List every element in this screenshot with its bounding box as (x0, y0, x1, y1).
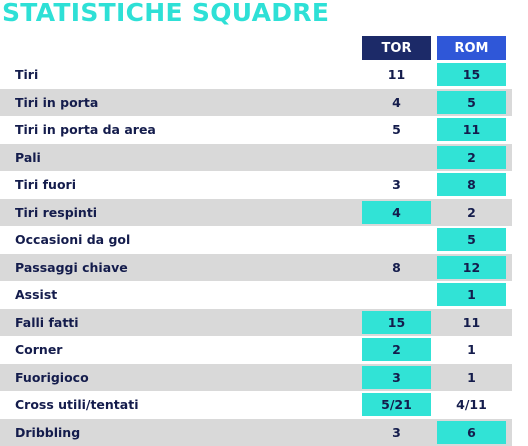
team-header-rom: ROM (437, 36, 506, 60)
stat-label: Tiri respinti (15, 199, 97, 227)
stat-value-tor: 5/21 (362, 393, 431, 416)
stat-label: Passaggi chiave (15, 254, 128, 282)
stat-value-tor: 3 (362, 421, 431, 444)
stat-label: Tiri in porta da area (15, 116, 156, 144)
stat-value-rom: 12 (437, 256, 506, 279)
page-title: STATISTICHE SQUADRE (2, 0, 329, 27)
stat-row: Falli fatti 15 11 (0, 309, 512, 337)
stat-value-rom: 5 (437, 228, 506, 251)
stat-value-tor: 4 (362, 91, 431, 114)
stat-row: Assist 1 (0, 281, 512, 309)
stat-value-rom: 1 (437, 338, 506, 361)
stat-value-rom: 11 (437, 311, 506, 334)
stat-value-tor: 2 (362, 338, 431, 361)
stat-label: Fuorigioco (15, 364, 89, 392)
stat-label: Dribbling (15, 419, 80, 446)
stat-value-rom: 1 (437, 283, 506, 306)
stat-label: Corner (15, 336, 62, 364)
team-header-tor: TOR (362, 36, 431, 60)
stat-value-rom: 1 (437, 366, 506, 389)
stat-value-rom: 6 (437, 421, 506, 444)
stat-row: Cross utili/tentati 5/21 4/11 (0, 391, 512, 419)
stat-label: Pali (15, 144, 41, 172)
stat-row: Tiri 11 15 (0, 61, 512, 89)
stat-value-tor: 4 (362, 201, 431, 224)
stat-value-tor: 11 (362, 63, 431, 86)
stat-value-rom: 11 (437, 118, 506, 141)
stat-label: Tiri (15, 61, 38, 89)
stat-row: Tiri in porta da area 5 11 (0, 116, 512, 144)
stat-value-tor: 3 (362, 173, 431, 196)
stat-value-rom: 15 (437, 63, 506, 86)
stat-label: Tiri fuori (15, 171, 76, 199)
stat-value-rom: 2 (437, 201, 506, 224)
stat-value-tor (362, 228, 431, 251)
stat-value-tor: 8 (362, 256, 431, 279)
stat-row: Occasioni da gol 5 (0, 226, 512, 254)
stat-label: Assist (15, 281, 57, 309)
stat-value-tor: 15 (362, 311, 431, 334)
stat-value-rom: 4/11 (437, 393, 506, 416)
stat-value-rom: 8 (437, 173, 506, 196)
stat-row: Pali 2 (0, 144, 512, 172)
stat-value-tor: 5 (362, 118, 431, 141)
stat-value-rom: 2 (437, 146, 506, 169)
stat-value-tor (362, 146, 431, 169)
stat-value-tor (362, 283, 431, 306)
stat-label: Tiri in porta (15, 89, 98, 117)
stat-label: Falli fatti (15, 309, 79, 337)
stat-value-tor: 3 (362, 366, 431, 389)
stat-label: Cross utili/tentati (15, 391, 138, 419)
stat-value-rom: 5 (437, 91, 506, 114)
stat-row: Passaggi chiave 8 12 (0, 254, 512, 282)
stat-label: Occasioni da gol (15, 226, 130, 254)
